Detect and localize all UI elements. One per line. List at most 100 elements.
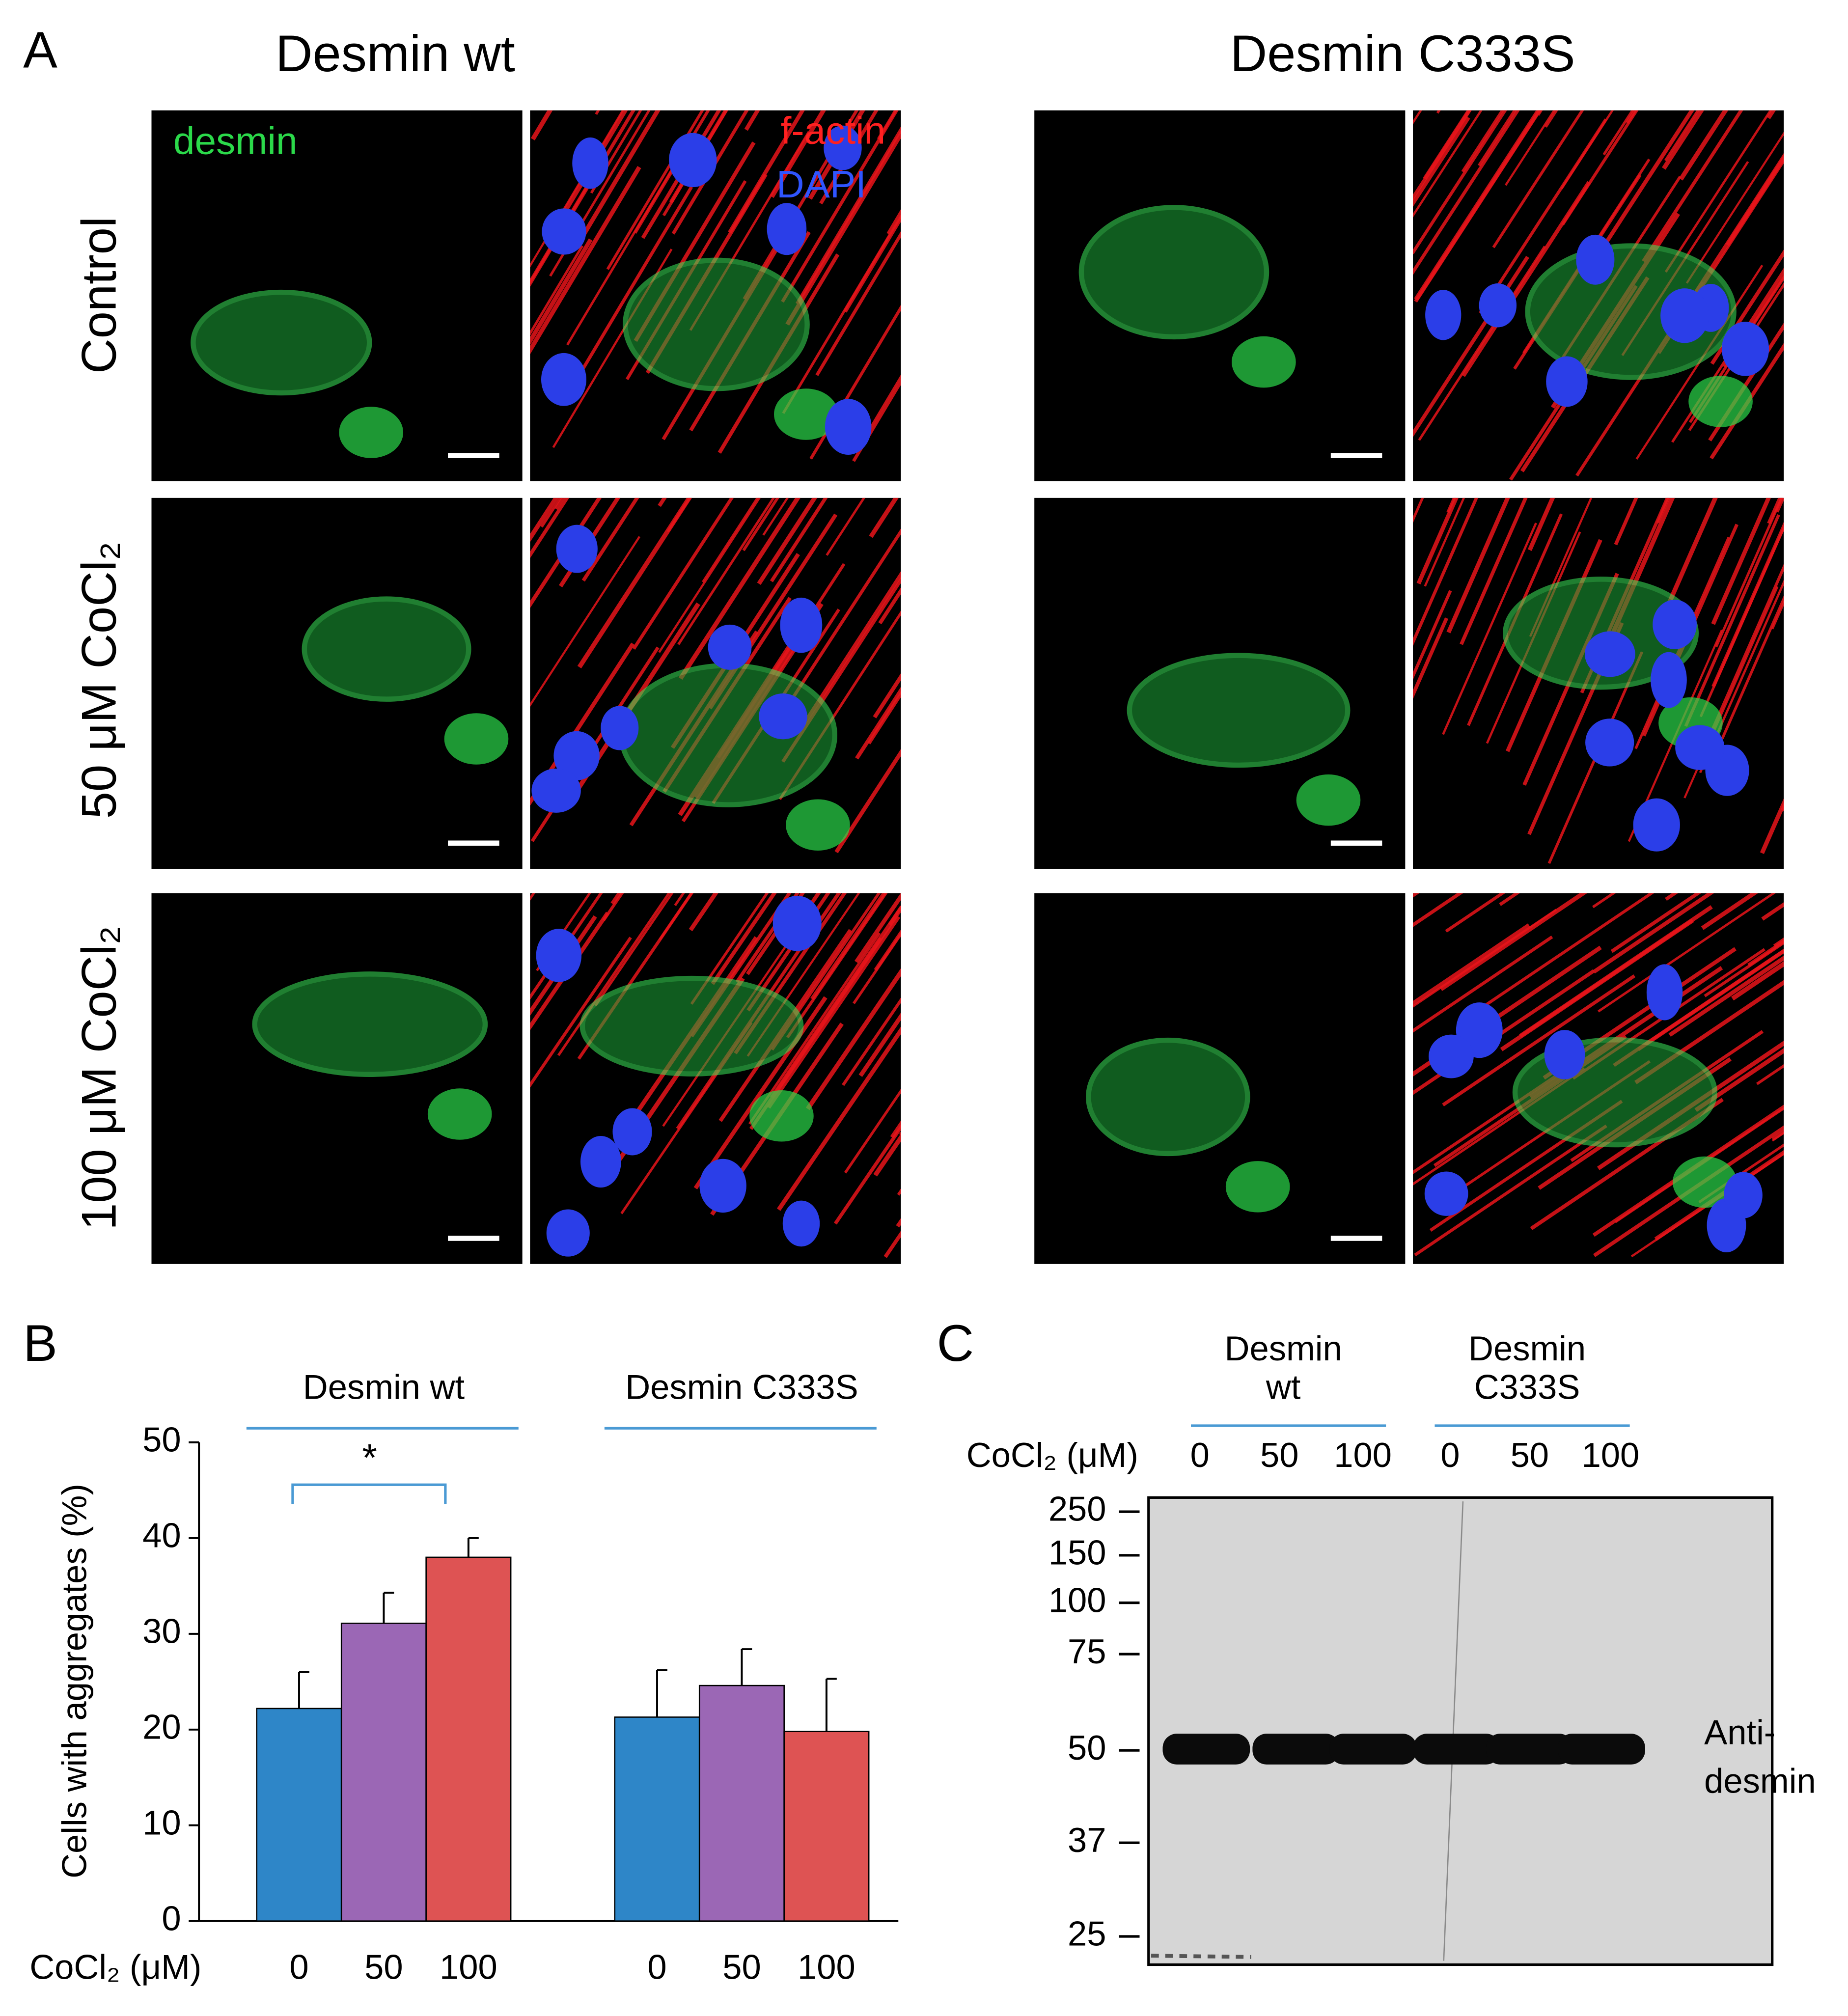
nucleus	[1425, 290, 1462, 340]
x-tick-label: 0	[289, 1948, 308, 1987]
y-tick-label: 50	[142, 1420, 181, 1459]
nucleus	[1479, 283, 1517, 328]
marker-label: 250	[1048, 1490, 1106, 1528]
micrograph-background	[151, 110, 523, 481]
actin-fiber	[909, 0, 1027, 132]
actin-fiber	[909, 347, 1034, 541]
actin-fiber	[1504, 110, 1556, 186]
actin-fiber	[855, 687, 901, 760]
actin-fiber	[581, 497, 639, 582]
actin-fiber	[1413, 110, 1507, 254]
actin-fiber	[677, 497, 775, 645]
actin-fiber	[1500, 918, 1694, 1051]
actin-fiber	[1460, 497, 1528, 645]
actin-fiber	[573, 110, 661, 250]
actin-fiber	[689, 893, 718, 932]
nucleus	[601, 706, 639, 750]
actin-fiber	[924, 622, 1050, 816]
actin-fiber	[530, 937, 632, 1088]
actin-fiber	[932, 212, 1050, 410]
actin-fiber	[930, 0, 1048, 184]
actin-fiber	[1798, 557, 1848, 769]
actin-fiber	[919, 1053, 1049, 1244]
actin-fiber	[1442, 974, 1636, 1106]
actin-fiber	[1711, 497, 1771, 625]
desmin-signal	[1225, 1161, 1290, 1213]
actin-fiber	[1479, 118, 1607, 314]
actin-fiber	[1812, 558, 1848, 770]
actin-fiber	[1771, 1130, 1784, 1141]
actin-fiber	[1816, 181, 1848, 375]
actin-fiber	[1593, 893, 1714, 974]
actin-fiber	[923, 324, 1049, 517]
nucleus	[824, 125, 862, 170]
y-axis-label: Cells with aggregates (%)	[55, 1484, 94, 1878]
blot-group-label: wt	[1266, 1368, 1301, 1407]
nucleus	[699, 1159, 746, 1213]
desmin-signal	[252, 971, 488, 1077]
actin-fiber	[886, 209, 901, 234]
desmin-signal	[1127, 653, 1351, 768]
band	[1162, 1734, 1250, 1765]
actin-fiber	[530, 497, 570, 558]
column-title: Desmin C333S	[1230, 25, 1575, 83]
lane-label: 50	[1511, 1436, 1549, 1474]
actin-fiber	[834, 748, 901, 854]
micrograph	[1413, 893, 1784, 1264]
y-tick-label: 30	[142, 1611, 181, 1650]
nucleus	[553, 731, 600, 780]
nucleus	[536, 929, 582, 982]
significance-label: *	[362, 1436, 377, 1479]
marker-label: 37	[1068, 1821, 1106, 1859]
actin-fiber	[572, 186, 693, 387]
nucleus	[1675, 725, 1725, 770]
nucleus	[556, 525, 598, 573]
desmin-signal	[1672, 1156, 1737, 1208]
nucleus	[669, 133, 717, 188]
actin-fiber	[896, 1218, 901, 1228]
actin-fiber	[925, 50, 1043, 249]
x-tick-label: 100	[798, 1948, 855, 1987]
actin-fiber	[855, 893, 901, 964]
actin-fiber	[852, 378, 901, 462]
actin-fiber	[867, 690, 901, 745]
band	[1558, 1734, 1645, 1765]
actin-fiber	[1731, 961, 1784, 1001]
actin-fiber	[530, 497, 602, 608]
actin-fiber	[776, 1026, 901, 1211]
micrograph-content	[530, 324, 1050, 854]
desmin-signal	[786, 799, 850, 851]
actin-fiber	[1598, 893, 1776, 1013]
actin-fiber	[1710, 343, 1784, 460]
x-tick-label: 0	[647, 1948, 666, 1987]
actin-fiber	[1614, 497, 1638, 546]
lane-label: 100	[1582, 1436, 1640, 1474]
x-tick-label: 100	[440, 1948, 497, 1987]
actin-fiber	[770, 497, 828, 582]
micrograph-content	[302, 596, 509, 765]
micrograph	[530, 893, 1049, 1264]
micrograph	[1034, 110, 1406, 481]
desmin-signal	[1525, 243, 1737, 380]
marker-label: 25	[1068, 1914, 1106, 1953]
actin-fiber	[1413, 590, 1452, 680]
actin-fiber	[1416, 497, 1459, 585]
micrograph	[530, 0, 1050, 481]
actin-fiber	[1826, 560, 1848, 772]
actin-fiber	[678, 497, 801, 680]
desmin-signal	[579, 975, 804, 1077]
actin-fiber	[1413, 893, 1463, 927]
actin-fiber	[787, 528, 901, 705]
micrograph	[1034, 497, 1406, 869]
nucleus	[1651, 652, 1687, 708]
micrograph	[1413, 497, 1848, 869]
actin-fiber	[853, 932, 901, 1004]
micrograph	[1034, 893, 1406, 1264]
actin-fiber	[1445, 893, 1506, 933]
actin-fiber	[1704, 940, 1784, 997]
actin-fiber	[1413, 497, 1478, 646]
actin-fiber	[1721, 595, 1784, 740]
panel-label: A	[23, 21, 57, 79]
